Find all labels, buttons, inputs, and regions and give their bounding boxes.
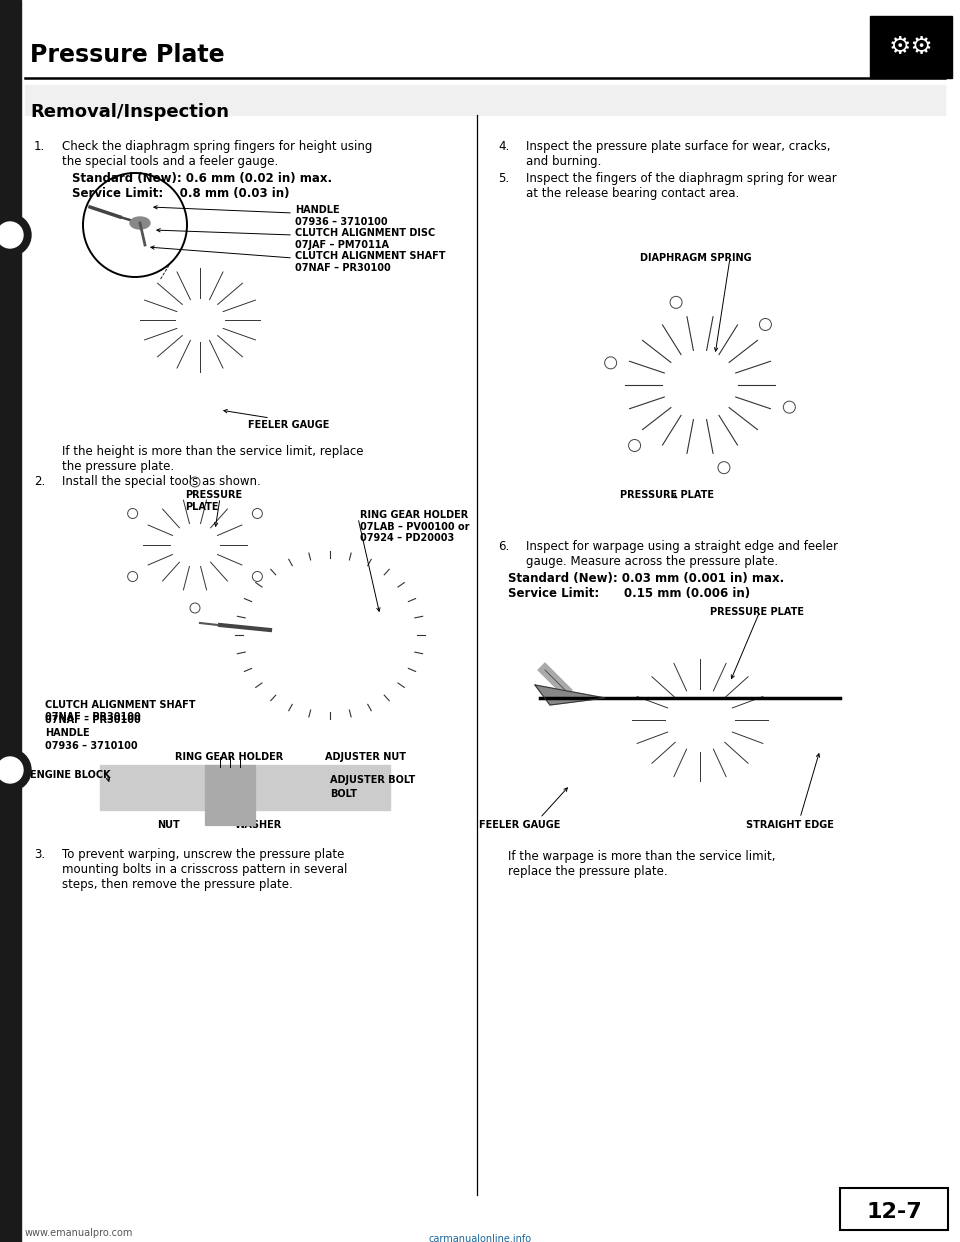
Text: Standard (New): 0.03 mm (0.001 in) max.: Standard (New): 0.03 mm (0.001 in) max. [508, 573, 784, 585]
Text: PRESSURE
PLATE: PRESSURE PLATE [185, 491, 242, 512]
Text: 6.: 6. [498, 540, 509, 553]
Text: DIAPHRAGM SPRING: DIAPHRAGM SPRING [640, 253, 752, 263]
Text: ⚙⚙: ⚙⚙ [889, 35, 933, 60]
Text: STRAIGHT EDGE: STRAIGHT EDGE [746, 820, 834, 830]
Text: FEELER GAUGE: FEELER GAUGE [479, 820, 561, 830]
Text: 4.: 4. [498, 140, 509, 153]
Text: FEELER GAUGE: FEELER GAUGE [248, 420, 329, 430]
Bar [870, 16, 952, 78]
Text: CLUTCH ALIGNMENT SHAFT
07NAF – PR30100: CLUTCH ALIGNMENT SHAFT 07NAF – PR30100 [45, 700, 196, 722]
Text: 12-7: 12-7 [866, 1202, 922, 1222]
Text: 2.: 2. [34, 474, 45, 488]
Text: Inspect for warpage using a straight edge and feeler
gauge. Measure across the p: Inspect for warpage using a straight edg… [526, 540, 838, 568]
Text: Standard (New): 0.6 mm (0.02 in) max.: Standard (New): 0.6 mm (0.02 in) max. [72, 171, 332, 185]
Bar [25, 84, 945, 116]
Text: 1.: 1. [34, 140, 45, 153]
Circle shape [0, 749, 31, 791]
Text: carmanualonline.info: carmanualonline.info [428, 1235, 532, 1242]
Text: NUT: NUT [156, 820, 180, 830]
Text: 5.: 5. [498, 171, 509, 185]
Text: ADJUSTER BOLT: ADJUSTER BOLT [330, 775, 416, 785]
Text: BOLT: BOLT [330, 789, 357, 799]
Text: Removal/Inspection: Removal/Inspection [30, 103, 229, 120]
Circle shape [0, 222, 23, 248]
Text: If the warpage is more than the service limit,
replace the pressure plate.: If the warpage is more than the service … [508, 850, 776, 878]
Text: Service Limit:      0.15 mm (0.006 in): Service Limit: 0.15 mm (0.006 in) [508, 587, 750, 600]
Text: PRESSURE PLATE: PRESSURE PLATE [710, 607, 804, 617]
Text: 07936 – 3710100: 07936 – 3710100 [45, 741, 137, 751]
Text: Service Limit:    0.8 mm (0.03 in): Service Limit: 0.8 mm (0.03 in) [72, 188, 290, 200]
Text: Check the diaphragm spring fingers for height using
the special tools and a feel: Check the diaphragm spring fingers for h… [62, 140, 372, 168]
Text: RING GEAR HOLDER
07LAB – PV00100 or
07924 – PD20003: RING GEAR HOLDER 07LAB – PV00100 or 0792… [360, 510, 469, 543]
Text: www.emanualpro.com: www.emanualpro.com [25, 1228, 133, 1238]
Bar [0, 0, 21, 1242]
Text: CLUTCH ALIGNMENT DISC
07JAF – PM7011A: CLUTCH ALIGNMENT DISC 07JAF – PM7011A [295, 229, 435, 250]
Text: 07NAF – PR30100: 07NAF – PR30100 [45, 715, 141, 725]
Text: ADJUSTER NUT: ADJUSTER NUT [325, 751, 406, 763]
Text: WASHER: WASHER [234, 820, 281, 830]
Text: HANDLE
07936 – 3710100: HANDLE 07936 – 3710100 [295, 205, 388, 226]
Circle shape [0, 214, 31, 256]
Text: ENGINE BLOCK: ENGINE BLOCK [30, 770, 110, 780]
Text: If the height is more than the service limit, replace
the pressure plate.: If the height is more than the service l… [62, 445, 364, 473]
Ellipse shape [130, 217, 150, 229]
Circle shape [0, 758, 23, 782]
Text: CLUTCH ALIGNMENT SHAFT
07NAF – PR30100: CLUTCH ALIGNMENT SHAFT 07NAF – PR30100 [295, 251, 445, 272]
Polygon shape [535, 686, 605, 705]
Text: To prevent warping, unscrew the pressure plate
mounting bolts in a crisscross pa: To prevent warping, unscrew the pressure… [62, 848, 348, 891]
Bar [100, 765, 390, 810]
Bar [840, 1189, 948, 1230]
Text: HANDLE: HANDLE [45, 728, 89, 738]
Text: RING GEAR HOLDER: RING GEAR HOLDER [175, 751, 283, 763]
Text: PRESSURE PLATE: PRESSURE PLATE [620, 491, 714, 501]
Text: 3.: 3. [34, 848, 45, 861]
Text: Pressure Plate: Pressure Plate [30, 43, 225, 67]
Text: Install the special tools as shown.: Install the special tools as shown. [62, 474, 261, 488]
Text: Inspect the fingers of the diaphragm spring for wear
at the release bearing cont: Inspect the fingers of the diaphragm spr… [526, 171, 837, 200]
Text: Inspect the pressure plate surface for wear, cracks,
and burning.: Inspect the pressure plate surface for w… [526, 140, 830, 168]
Bar [205, 765, 255, 825]
